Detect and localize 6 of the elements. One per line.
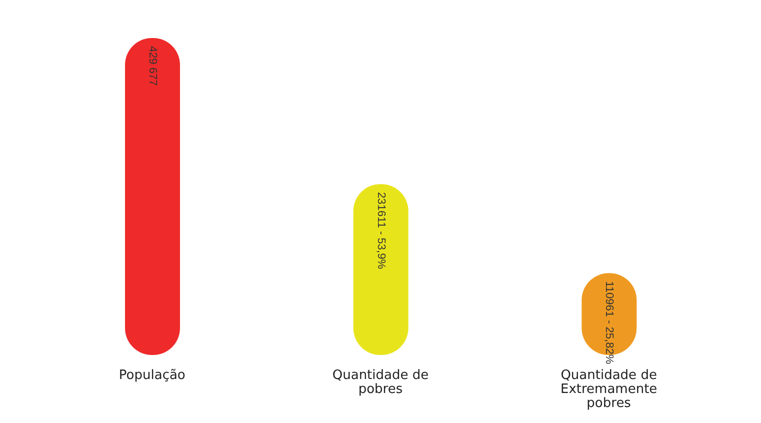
data-label: 429 677 bbox=[146, 46, 158, 86]
x-tick-label: Quantidade de pobres bbox=[332, 368, 429, 397]
x-tick-label: População bbox=[118, 368, 186, 383]
data-label: 231611 - 53,9% bbox=[374, 192, 387, 270]
data-label: 110961 - 25,82% bbox=[603, 281, 616, 364]
x-tick-label: Quantidade de Extremamente pobres bbox=[560, 368, 658, 411]
